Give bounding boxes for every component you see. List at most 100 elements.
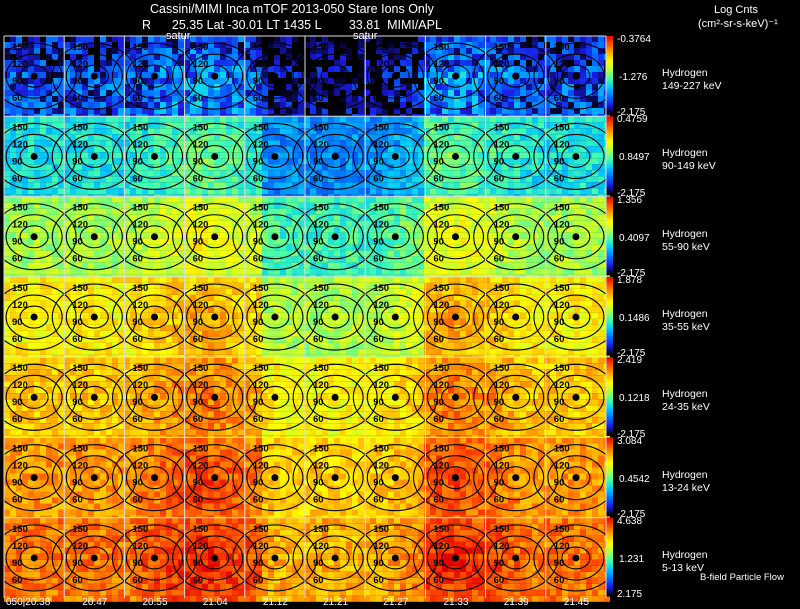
heatmap-cell [250, 176, 256, 183]
contour-label: 150 [494, 122, 510, 133]
heatmap-cell [370, 196, 376, 203]
heatmap-cell [460, 54, 466, 60]
contour-label: 60 [373, 93, 384, 104]
heatmap-cell [490, 78, 496, 84]
heatmap-cell [172, 54, 178, 60]
contour-label: 60 [132, 254, 143, 265]
heatmap-cell [418, 158, 424, 165]
heatmap-cell [562, 208, 568, 215]
colorbar-segment [606, 161, 613, 164]
heatmap-cell [88, 342, 94, 349]
heatmap-cell [238, 182, 244, 189]
heatmap-cell [220, 84, 226, 90]
heatmap-cell [232, 78, 238, 84]
heatmap-cell [430, 196, 436, 203]
heatmap-cell [88, 140, 94, 147]
heatmap-cell [34, 134, 40, 141]
heatmap-cell [268, 226, 274, 233]
heatmap-cell [220, 128, 226, 135]
heatmap-cell [436, 36, 442, 42]
heatmap-cell [70, 288, 76, 295]
heatmap-cell [400, 72, 406, 78]
heatmap-cell [484, 60, 490, 66]
heatmap-cell [172, 42, 178, 48]
heatmap-cell [418, 220, 424, 227]
heatmap-cell [280, 262, 286, 269]
heatmap-cell [574, 214, 580, 221]
heatmap-cell [340, 202, 346, 209]
heatmap-cell [214, 220, 220, 227]
heatmap-cell [244, 146, 250, 153]
heatmap-cell [586, 182, 592, 189]
heatmap-cell [112, 250, 118, 257]
heatmap-cell [394, 48, 400, 54]
heatmap-cell [70, 312, 76, 319]
heatmap-cell [208, 72, 214, 78]
heatmap-cell [262, 102, 268, 108]
heatmap-cell [16, 164, 22, 171]
heatmap-cell [376, 66, 382, 72]
heatmap-cell [124, 146, 130, 153]
heatmap-cell [484, 128, 490, 135]
heatmap-cell [562, 244, 568, 251]
pitch-contour [412, 42, 499, 110]
heatmap-cell [478, 72, 484, 78]
heatmap-cell [256, 182, 262, 189]
heatmap-cell [532, 152, 538, 159]
heatmap-cell [262, 208, 268, 215]
heatmap-cell [436, 146, 442, 153]
heatmap-cell [556, 238, 562, 245]
heatmap-cell [136, 90, 142, 96]
heatmap-cell [394, 90, 400, 96]
heatmap-cell [82, 164, 88, 171]
heatmap-cell [130, 214, 136, 221]
heatmap-cell [454, 146, 460, 153]
heatmap-cell [478, 250, 484, 257]
heatmap-cell [196, 108, 202, 114]
heatmap-cell [346, 182, 352, 189]
heatmap-cell [280, 116, 286, 123]
heatmap-cell [124, 36, 130, 42]
heatmap-cell [94, 96, 100, 102]
heatmap-cell [310, 244, 316, 251]
heatmap-cell [430, 226, 436, 233]
heatmap-cell [136, 214, 142, 221]
heatmap-cell [364, 262, 370, 269]
heatmap-cell [310, 84, 316, 90]
heatmap-cell [76, 108, 82, 114]
heatmap-cell [412, 268, 418, 275]
heatmap-cell [442, 36, 448, 42]
heatmap-cell [598, 72, 604, 78]
heatmap-cell [490, 158, 496, 165]
heatmap-cell [586, 170, 592, 177]
heatmap-cell [580, 220, 586, 227]
heatmap-cell [214, 42, 220, 48]
heatmap-cell [364, 226, 370, 233]
heatmap-cell [100, 336, 106, 343]
heatmap-cell [178, 188, 184, 195]
heatmap-cell [178, 96, 184, 102]
heatmap-cell [166, 96, 172, 102]
heatmap-cell [340, 54, 346, 60]
heatmap-cell [598, 128, 604, 135]
heatmap-cell [16, 188, 22, 195]
heatmap-cell [454, 196, 460, 203]
heatmap-cell [328, 146, 334, 153]
heatmap-cell [550, 232, 556, 239]
heatmap-cell [94, 128, 100, 135]
heatmap-cell [262, 122, 268, 129]
heatmap-cell [442, 158, 448, 165]
contour-label: 60 [12, 254, 23, 265]
heatmap-cell [562, 84, 568, 90]
heatmap-cell [400, 84, 406, 90]
heatmap-cell [178, 108, 184, 114]
heatmap-cell [172, 72, 178, 78]
pitch-contour [547, 214, 605, 260]
heatmap-cell [388, 188, 394, 195]
heatmap-cell [160, 152, 166, 159]
heatmap-cell [358, 208, 364, 215]
heatmap-cell [460, 146, 466, 153]
heatmap-cell [454, 128, 460, 135]
heatmap-cell [76, 220, 82, 227]
heatmap-cell [76, 250, 82, 257]
